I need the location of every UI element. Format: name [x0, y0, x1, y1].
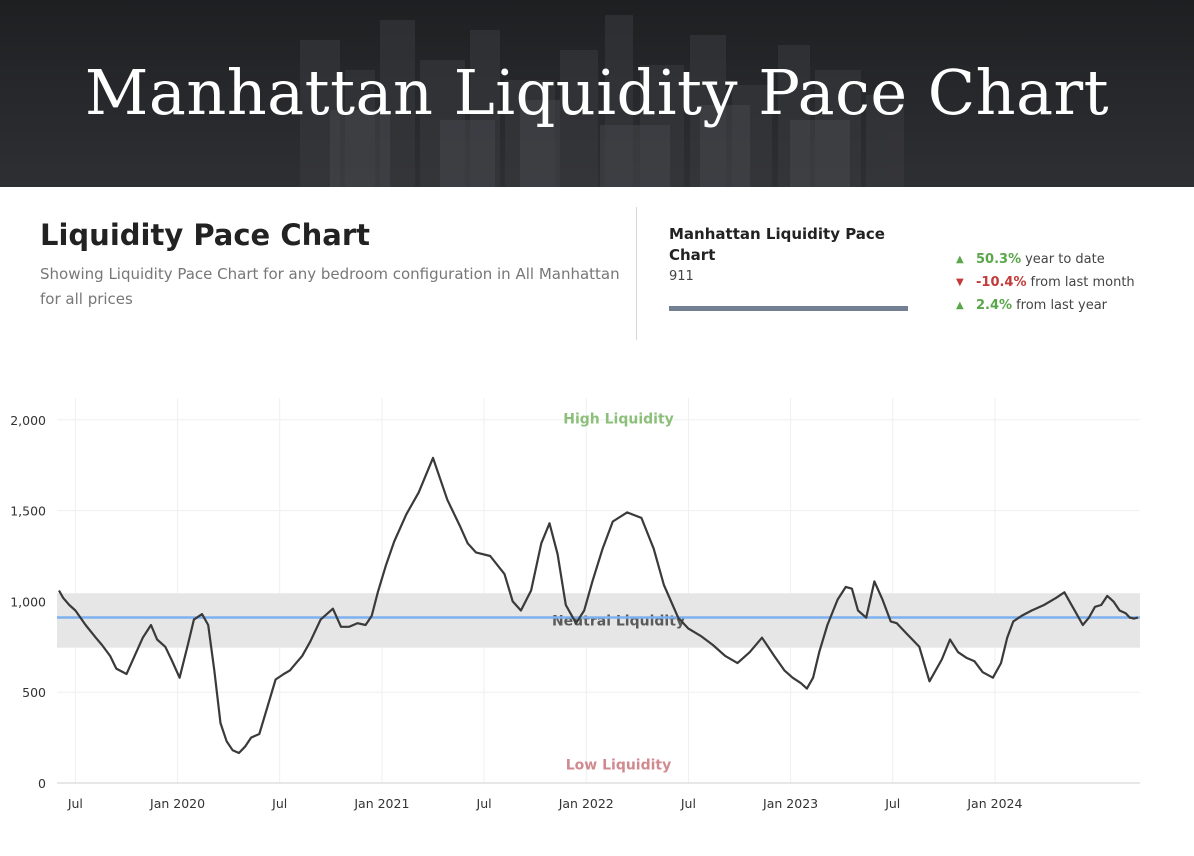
neutral-band	[57, 593, 1140, 648]
y-tick-label: 0	[38, 776, 46, 791]
low-liquidity-label: Low Liquidity	[566, 757, 672, 773]
metric-label: Manhattan Liquidity Pace Chart	[669, 225, 885, 264]
triangle-up-icon: ▲	[956, 300, 964, 311]
divider	[636, 207, 637, 340]
stats-list: ▲ 50.3% year to date ▼ -10.4% from last …	[956, 248, 1135, 317]
y-tick-label: 500	[22, 685, 46, 700]
x-tick-label: Jul	[680, 796, 696, 811]
x-tick-label: Jan 2024	[966, 796, 1022, 811]
stat-value: 2.4%	[976, 298, 1013, 313]
x-tick-label: Jul	[884, 796, 900, 811]
city-skyline-image	[300, 15, 904, 187]
triangle-up-icon: ▲	[956, 254, 964, 265]
metric-bar	[669, 306, 908, 311]
stat-ytd: ▲ 50.3% year to date	[956, 248, 1135, 271]
x-tick-label: Jul	[67, 796, 83, 811]
series-line	[58, 456, 1139, 755]
page-title: Manhattan Liquidity Pace Chart	[84, 56, 1110, 129]
x-tick-label: Jul	[476, 796, 492, 811]
y-tick-label: 2,000	[10, 413, 46, 428]
stat-label: year to date	[1025, 252, 1105, 267]
x-tick-label: Jan 2021	[353, 796, 409, 811]
triangle-down-icon: ▼	[956, 277, 964, 288]
stat-label: from last month	[1030, 275, 1135, 290]
stat-month: ▼ -10.4% from last month	[956, 271, 1135, 294]
high-liquidity-label: High Liquidity	[563, 411, 674, 427]
x-tick-label: Jan 2022	[558, 796, 614, 811]
stat-value: -10.4%	[976, 275, 1027, 290]
panel-title: Liquidity Pace Chart	[40, 218, 370, 252]
metric-value: 911	[669, 269, 694, 284]
y-tick-label: 1,000	[10, 594, 46, 609]
y-tick-label: 1,500	[10, 504, 46, 519]
x-tick-label: Jul	[271, 796, 287, 811]
stat-value: 50.3%	[976, 252, 1022, 267]
panel-description: Showing Liquidity Pace Chart for any bed…	[40, 265, 620, 308]
stat-year: ▲ 2.4% from last year	[956, 294, 1135, 317]
stat-label: from last year	[1016, 298, 1108, 313]
x-tick-label: Jan 2023	[762, 796, 818, 811]
x-tick-label: Jan 2020	[149, 796, 205, 811]
hero-banner: Manhattan Liquidity Pace Chart	[0, 0, 1194, 187]
